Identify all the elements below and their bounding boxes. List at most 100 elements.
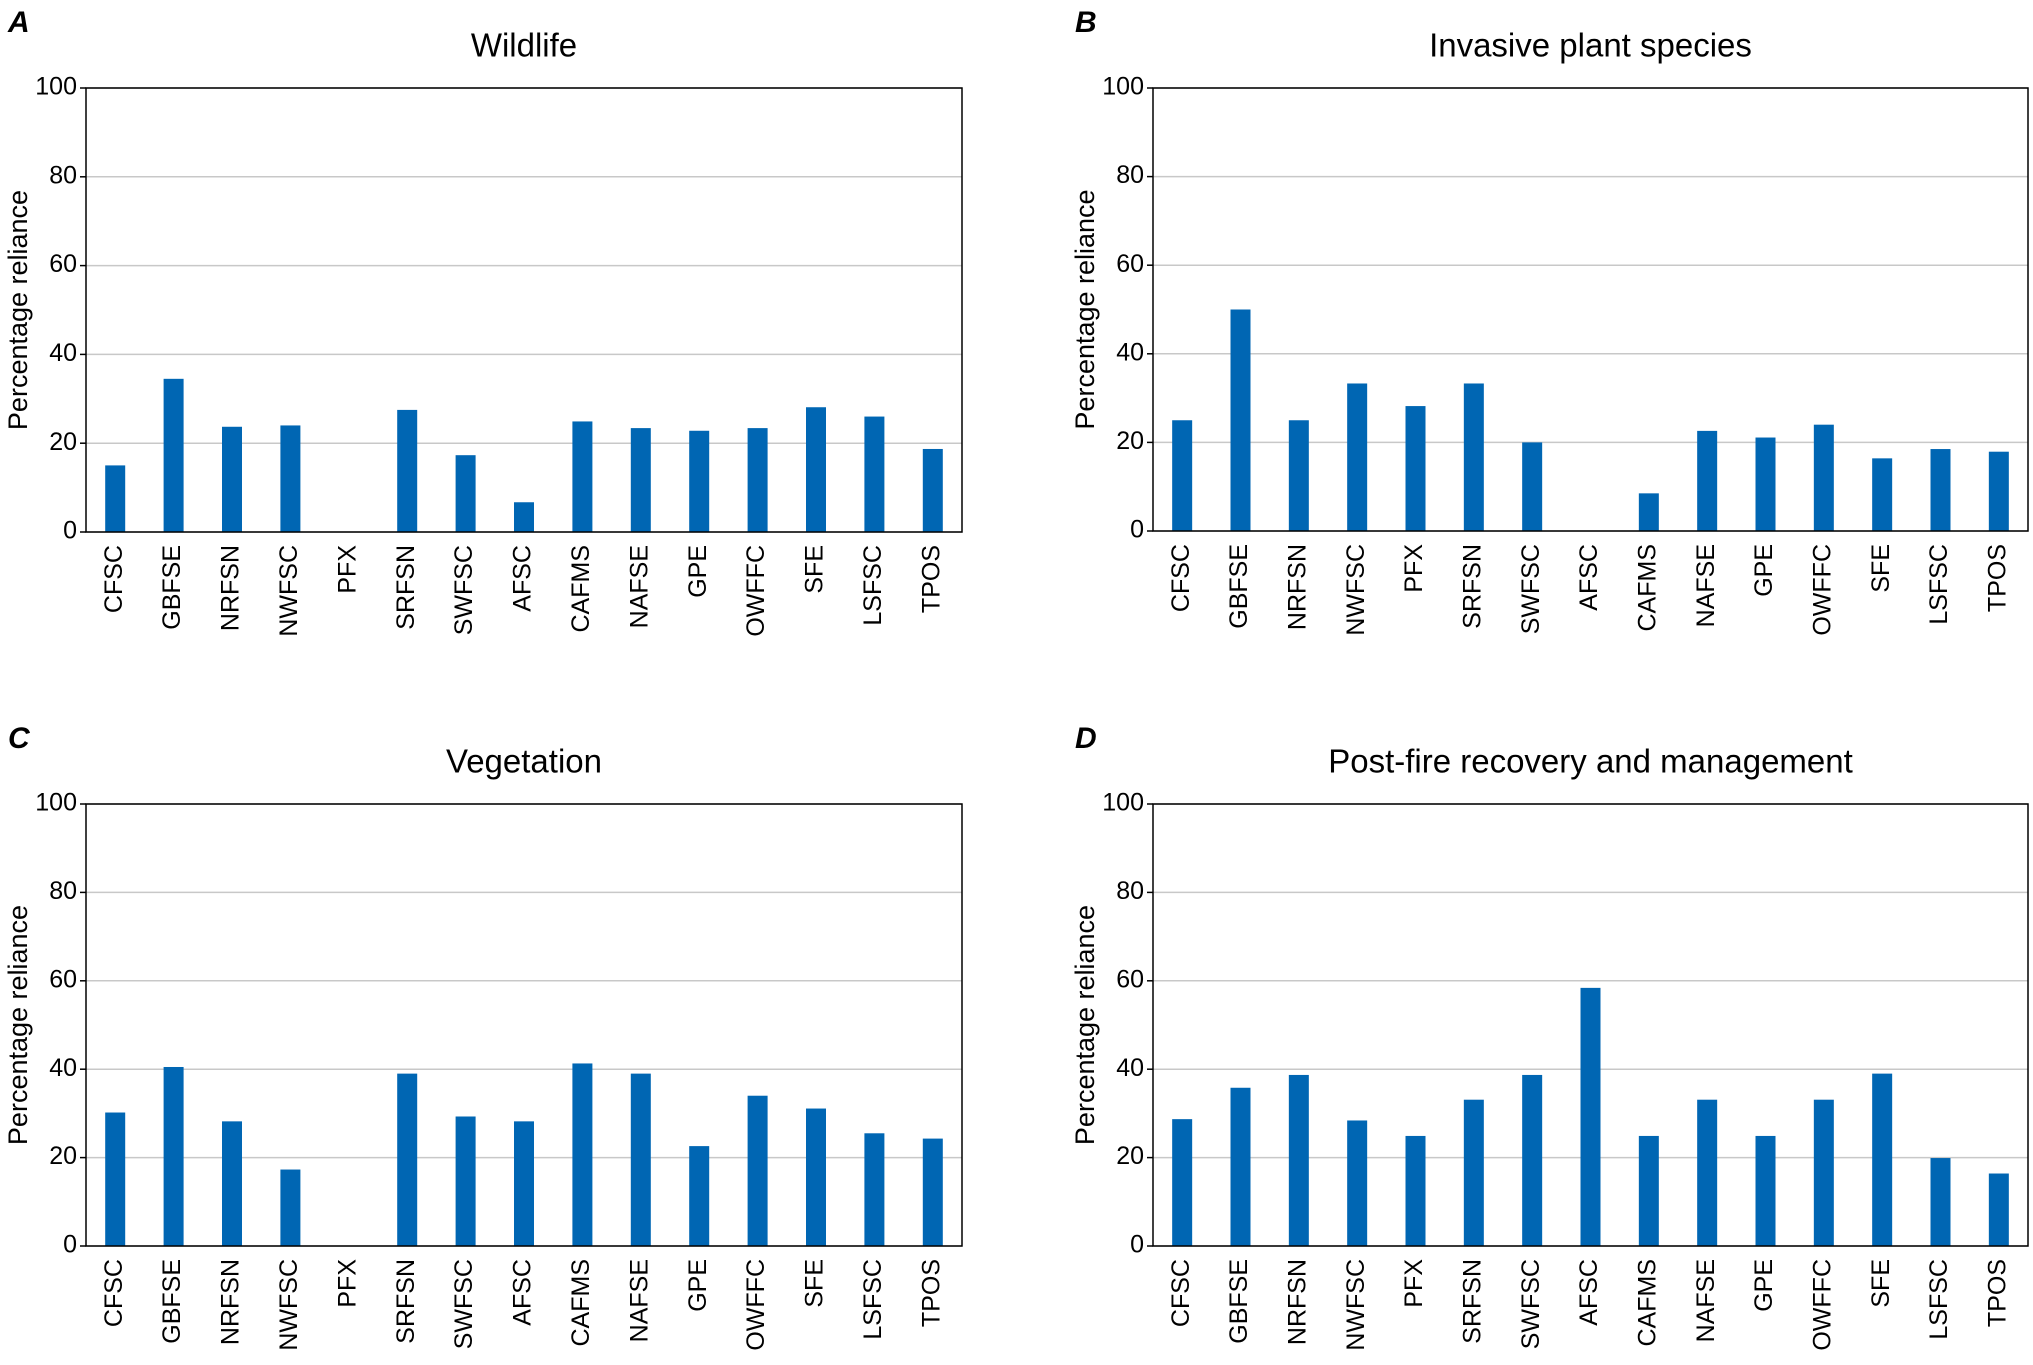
bar <box>397 409 418 532</box>
bar <box>1522 442 1543 531</box>
x-tick-label: SFE <box>801 545 829 594</box>
x-tick-label: OWFFC <box>742 545 770 637</box>
x-tick-label: NAFSE <box>625 545 653 628</box>
chart-title: Invasive plant species <box>1429 27 1752 64</box>
bar <box>105 1112 126 1246</box>
bar <box>1288 420 1309 531</box>
x-tick-label: AFSC <box>509 1259 537 1326</box>
bar <box>222 426 242 532</box>
bar <box>1638 493 1659 531</box>
x-tick-label: SWFSC <box>450 1259 478 1349</box>
bar <box>1580 987 1601 1246</box>
x-tick-label: SRFSN <box>392 1259 420 1344</box>
x-tick-label: GBFSE <box>1225 1259 1253 1344</box>
x-tick-label: OWFFC <box>742 1259 770 1351</box>
y-tick-label: 0 <box>63 517 77 545</box>
bar <box>1813 424 1834 531</box>
x-tick-label: OWFFC <box>1808 544 1836 636</box>
x-tick-label: GPE <box>684 545 712 598</box>
x-tick-label: OWFFC <box>1808 1259 1836 1351</box>
plot-frame <box>1152 87 2029 532</box>
y-tick-label: 80 <box>49 161 77 189</box>
x-tick-label: SFE <box>1867 1259 1895 1308</box>
x-tick-label: SWFSC <box>1517 544 1545 634</box>
x-tick-label: TPOS <box>1983 1259 2011 1327</box>
x-tick-label: CFSC <box>1167 544 1195 612</box>
x-tick-label: LSFSC <box>859 1259 887 1340</box>
x-tick-label: PFX <box>333 545 361 594</box>
bar <box>1288 1074 1309 1246</box>
chart-title: Vegetation <box>446 743 602 780</box>
bar <box>222 1121 242 1246</box>
x-tick-label: NWFSC <box>275 545 303 637</box>
bar <box>1988 451 2009 531</box>
y-tick-label: 100 <box>35 789 77 817</box>
bar <box>1172 420 1193 531</box>
bar <box>1172 1119 1193 1246</box>
y-tick-label: 60 <box>1116 965 1144 993</box>
y-tick-label: 40 <box>49 1054 77 1082</box>
x-tick-label: CAFMS <box>1633 1259 1661 1347</box>
bar <box>1930 1158 1951 1246</box>
y-tick-label: 20 <box>49 1142 77 1170</box>
bar <box>864 416 885 532</box>
bar <box>1405 406 1426 531</box>
bar <box>280 1169 301 1246</box>
y-tick-label: 0 <box>63 1231 77 1259</box>
bar <box>514 502 534 532</box>
bar <box>514 1121 534 1246</box>
x-tick-label: GPE <box>1750 1259 1778 1312</box>
y-axis-label: Percentage reliance <box>1070 189 1100 429</box>
bar <box>1813 1099 1834 1246</box>
x-tick-label: NWFSC <box>1342 1259 1370 1351</box>
bar <box>747 1095 768 1246</box>
bar <box>455 1116 476 1246</box>
y-tick-label: 80 <box>1116 877 1144 905</box>
x-tick-label: LSFSC <box>1925 1259 1953 1340</box>
bar <box>455 455 476 532</box>
x-tick-label: SWFSC <box>450 545 478 635</box>
x-tick-label: CFSC <box>100 1259 128 1327</box>
x-tick-label: SRFSN <box>1458 1259 1486 1344</box>
x-tick-label: SFE <box>801 1259 829 1308</box>
panel-label: D <box>1075 722 1097 755</box>
y-tick-label: 40 <box>49 339 77 367</box>
bar <box>572 1063 593 1246</box>
bar <box>163 1066 184 1246</box>
y-tick-label: 80 <box>49 877 77 905</box>
plot-frame <box>85 87 963 533</box>
plot-frame <box>85 803 963 1247</box>
x-tick-label: AFSC <box>1575 1259 1603 1326</box>
x-tick-label: GBFSE <box>158 1259 186 1344</box>
bar <box>1463 383 1484 531</box>
x-tick-label: PFX <box>1400 1259 1428 1308</box>
bar <box>1405 1135 1426 1246</box>
chart-title: Wildlife <box>471 27 577 64</box>
panel-label: A <box>7 6 30 39</box>
bar <box>689 430 710 532</box>
x-tick-label: CAFMS <box>567 1259 595 1347</box>
x-tick-label: NAFSE <box>1692 1259 1720 1342</box>
y-tick-label: 40 <box>1116 338 1144 366</box>
bar <box>689 1146 710 1246</box>
bar <box>1347 383 1368 531</box>
panel-label: C <box>8 722 31 755</box>
x-tick-label: PFX <box>1400 544 1428 593</box>
panel-label: B <box>1075 6 1097 39</box>
x-tick-label: SFE <box>1867 544 1895 593</box>
bar <box>1522 1074 1543 1246</box>
bar <box>1347 1120 1368 1246</box>
x-tick-label: NRFSN <box>217 1259 245 1345</box>
y-tick-label: 20 <box>1116 1142 1144 1170</box>
bar <box>1230 309 1251 531</box>
bar <box>163 378 184 532</box>
y-tick-label: 20 <box>49 428 77 456</box>
y-tick-label: 0 <box>1130 1231 1144 1259</box>
x-tick-label: SRFSN <box>392 545 420 630</box>
y-tick-label: 60 <box>49 250 77 278</box>
bar <box>806 407 826 532</box>
y-tick-label: 100 <box>1102 73 1144 101</box>
plot-frame <box>1152 803 2029 1247</box>
x-tick-label: AFSC <box>509 545 537 612</box>
bar <box>1755 437 1776 531</box>
